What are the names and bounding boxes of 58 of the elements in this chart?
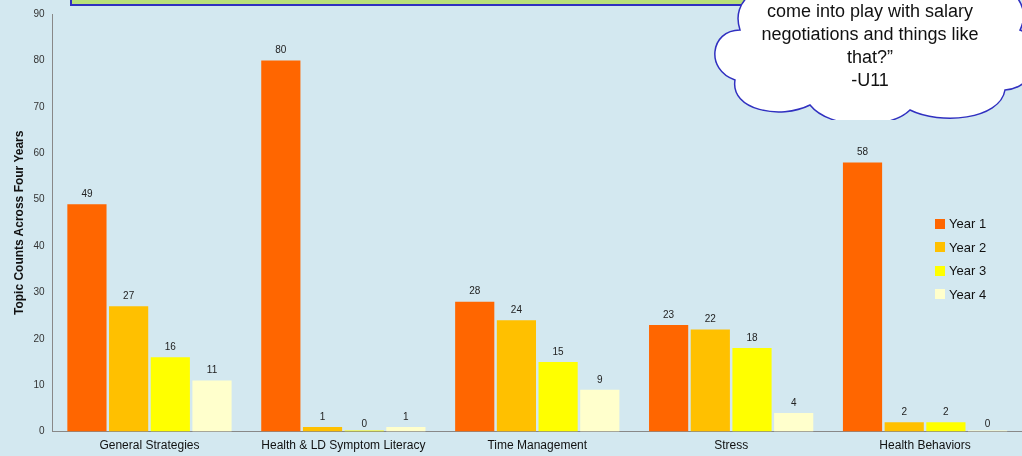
- bar: [192, 380, 232, 432]
- legend-label: Year 1: [949, 216, 987, 232]
- bar: [538, 362, 578, 432]
- x-tick-label: Stress: [714, 438, 749, 453]
- data-label: 24: [510, 303, 523, 315]
- y-tick-label: 90: [33, 7, 45, 19]
- data-label: 0: [361, 418, 368, 430]
- y-tick-label: 80: [33, 54, 45, 66]
- bar: [842, 162, 883, 432]
- data-label: 28: [469, 285, 481, 297]
- annotation: come into play with salary negotiations and things like that?”: [760, 0, 980, 69]
- data-label: 27: [123, 290, 135, 302]
- data-label: 1: [319, 410, 326, 422]
- data-label: 23: [663, 308, 675, 320]
- bar: [109, 306, 149, 432]
- bar: [774, 413, 814, 432]
- y-tick-label: 70: [33, 100, 45, 112]
- bar: [150, 357, 190, 432]
- bar: [926, 422, 966, 432]
- y-tick-label: 0: [38, 425, 45, 437]
- data-label: 15: [552, 345, 565, 357]
- y-tick-label: 30: [33, 286, 45, 298]
- data-label: 16: [164, 341, 177, 353]
- bar: [455, 301, 495, 432]
- data-label: 4: [790, 396, 797, 408]
- data-label: 49: [81, 187, 93, 199]
- bar: [67, 204, 107, 432]
- data-label: 2: [943, 406, 950, 418]
- data-label: 18: [746, 331, 758, 343]
- data-label: 11: [206, 364, 218, 376]
- y-axis-title: Topic Counts Across Four Years: [11, 130, 26, 316]
- data-label: 58: [856, 146, 869, 158]
- annotation: -U11: [850, 69, 890, 92]
- data-label: 9: [597, 373, 604, 385]
- data-label: 22: [704, 313, 717, 325]
- y-tick-label: 50: [33, 193, 45, 205]
- x-tick-label: General Strategies: [99, 438, 200, 453]
- data-label: 2: [901, 406, 908, 418]
- bar: [884, 422, 924, 432]
- data-label: 80: [275, 44, 287, 56]
- x-tick-label: Health & LD Symptom Literacy: [261, 438, 426, 453]
- data-label: 1: [403, 410, 410, 422]
- legend-label: Year 4: [949, 286, 987, 302]
- bar: [649, 324, 689, 432]
- y-tick-label: 40: [33, 239, 45, 251]
- bar: [580, 389, 620, 432]
- bar: [261, 60, 301, 432]
- y-tick-label: 60: [33, 146, 45, 158]
- x-tick-label: Health Behaviors: [879, 438, 971, 453]
- data-label: 0: [984, 418, 991, 430]
- y-tick-label: 10: [33, 378, 45, 390]
- bar: [690, 329, 730, 432]
- x-tick-label: Time Management: [487, 438, 588, 453]
- bar: [732, 348, 772, 432]
- bar: [496, 320, 537, 432]
- legend-label: Year 3: [949, 263, 987, 279]
- legend-label: Year 2: [949, 239, 987, 255]
- y-tick-label: 20: [33, 332, 45, 344]
